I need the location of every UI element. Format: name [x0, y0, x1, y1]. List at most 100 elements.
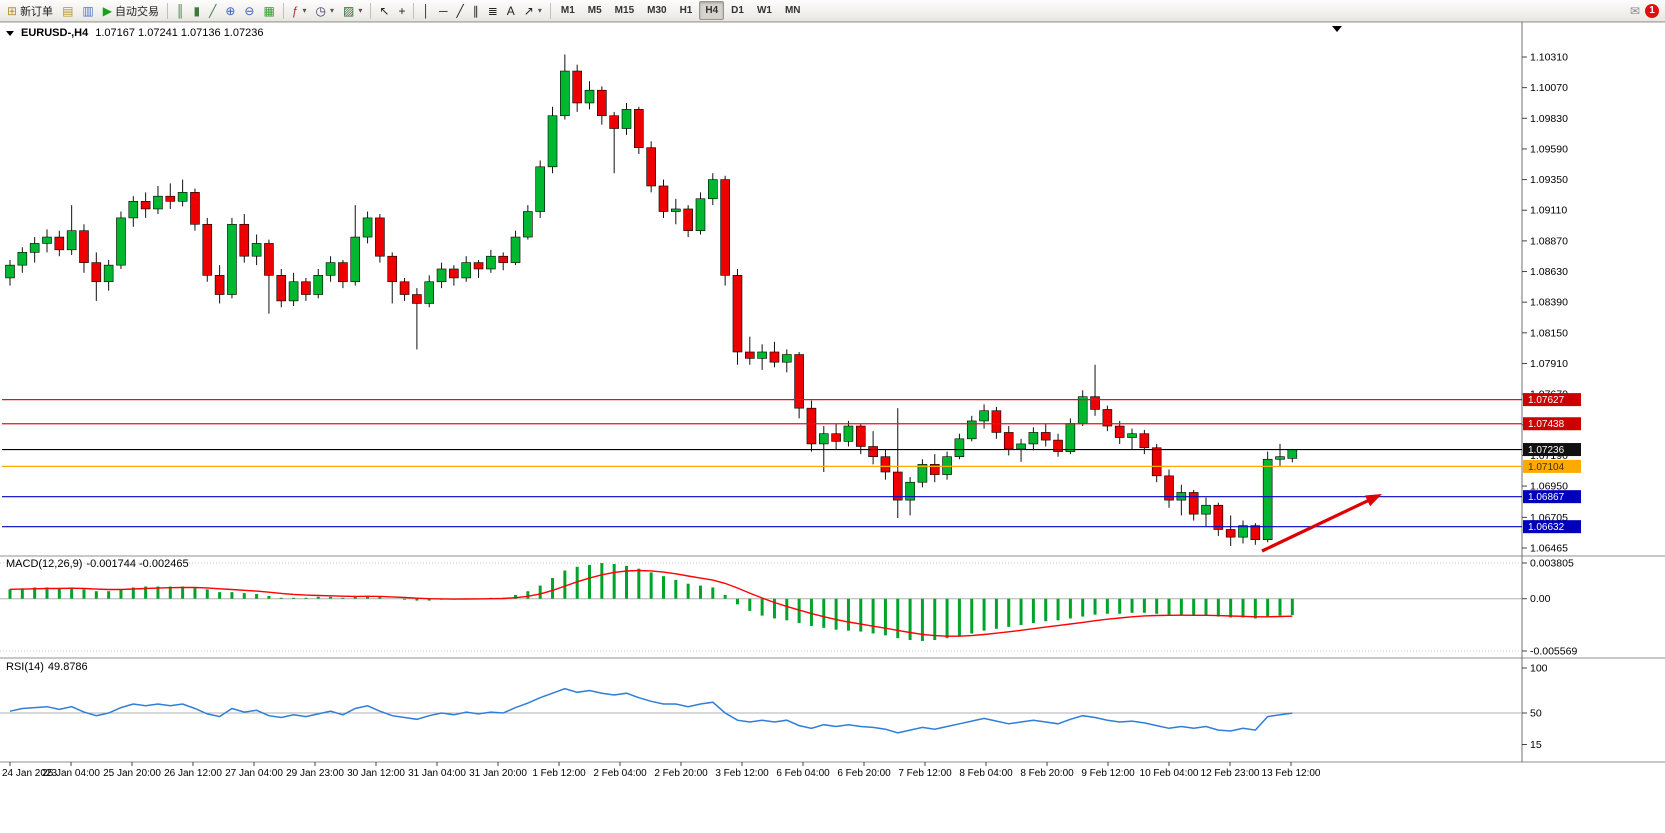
price-tag-label: 1.06632: [1528, 522, 1565, 533]
candle-body: [1201, 504, 1211, 515]
crosshair-button[interactable]: +: [394, 1, 409, 20]
timeframe-m5-button[interactable]: M5: [582, 1, 608, 20]
line-chart-icon: ╱: [209, 3, 217, 18]
candlestick-chart-button[interactable]: ▮: [190, 1, 205, 20]
candle-body: [683, 208, 693, 231]
cursor-button[interactable]: ↖: [375, 1, 393, 20]
equidistant-channel-button[interactable]: ∥: [469, 1, 483, 20]
chevron-down-icon[interactable]: ▾: [537, 6, 542, 15]
candle-body: [91, 262, 102, 283]
candle-body: [1275, 456, 1285, 460]
symbol-menu-icon[interactable]: [6, 30, 14, 36]
candle-body: [917, 464, 928, 483]
candle-body: [449, 268, 459, 279]
arrow-tools-button[interactable]: ↗ ▾: [520, 1, 546, 20]
periods-button[interactable]: ◷ ▾: [312, 1, 339, 20]
timeframe-h4-button[interactable]: H4: [699, 1, 725, 20]
timeframe-h1-button[interactable]: H1: [674, 1, 699, 20]
price-tag: [1523, 459, 1581, 473]
horizontal-line-button[interactable]: ─: [435, 1, 452, 20]
candle-body: [239, 223, 250, 257]
chevron-down-icon[interactable]: ▾: [330, 6, 335, 15]
indicators-button[interactable]: ƒ ▾: [288, 1, 311, 20]
templates-icon: ▨: [343, 3, 355, 18]
macd-label: MACD(12,26,9) -0.001744 -0.002465: [6, 558, 193, 570]
toolbar-separator: [370, 2, 372, 19]
candle-body: [301, 281, 311, 295]
toolbar-right: ✉ 1: [1629, 3, 1662, 18]
price-tag: [1523, 490, 1581, 504]
zoom-out-icon: ⊖: [244, 3, 255, 18]
time-label: 8 Feb 04:00: [959, 768, 1013, 779]
profiles-button[interactable]: ▥: [78, 1, 97, 20]
notifications-icon[interactable]: ✉: [1629, 3, 1640, 18]
timeframe-w1-button[interactable]: W1: [751, 1, 778, 20]
fibonacci-button[interactable]: ≣: [484, 1, 502, 20]
trend-arrow-head: [1364, 494, 1382, 507]
price-tag-label: 1.07104: [1528, 462, 1565, 473]
candle-body: [362, 217, 373, 238]
rsi-value: 49.8786: [47, 661, 88, 673]
candle-body: [1114, 425, 1125, 438]
candle-body: [621, 109, 632, 129]
price-tick-label: 1.08870: [1530, 235, 1568, 247]
candle-body: [461, 262, 472, 279]
timeframe-mn-button[interactable]: MN: [779, 1, 807, 20]
notification-badge[interactable]: 1: [1645, 3, 1659, 18]
candle-body: [572, 70, 582, 104]
autotrading-button[interactable]: ▶ 自动交易: [99, 1, 163, 20]
candle-body: [276, 275, 287, 302]
candle-body: [1016, 443, 1026, 450]
zoom-out-button[interactable]: ⊖: [240, 1, 258, 20]
candle-body: [843, 425, 854, 442]
chart-shift-marker[interactable]: [1332, 26, 1342, 32]
bar-chart-button[interactable]: ║: [172, 1, 189, 20]
candle-body: [1090, 396, 1100, 410]
timeframe-m15-button[interactable]: M15: [609, 1, 640, 20]
new-chart-button[interactable]: ▤: [58, 1, 77, 20]
text-icon: A: [506, 3, 515, 18]
trend-arrow-annotation[interactable]: [1261, 496, 1374, 553]
candle-body: [1188, 492, 1199, 515]
timeframe-d1-button[interactable]: D1: [725, 1, 750, 20]
candle-body: [486, 255, 496, 270]
candle-body: [769, 351, 780, 363]
autotrading-button-label: 自动交易: [114, 5, 159, 18]
candle-body: [991, 410, 1002, 433]
chevron-down-icon[interactable]: ▾: [358, 6, 363, 15]
vertical-line-icon: │: [422, 3, 430, 18]
time-label: 26 Jan 12:00: [164, 768, 222, 779]
tile-windows-button[interactable]: ▦: [259, 1, 278, 20]
candle-body: [892, 471, 903, 501]
candle-body: [103, 264, 114, 283]
periods-icon: ◷: [315, 3, 326, 18]
candle-body: [251, 243, 262, 257]
templates-button[interactable]: ▨ ▾: [339, 1, 366, 20]
rsi-tick-label: 50: [1530, 708, 1542, 720]
time-label: 24 Jan 2023: [2, 768, 57, 779]
zoom-in-button[interactable]: ⊕: [221, 1, 239, 20]
candle-body: [720, 179, 730, 276]
candle-body: [818, 433, 829, 445]
rsi-line: [9, 687, 1293, 734]
new-order-button[interactable]: ⊞ 新订单: [3, 1, 57, 20]
tile-windows-icon: ▦: [263, 3, 275, 18]
candle-body: [473, 262, 484, 270]
candle-body: [1213, 504, 1224, 530]
candle-body: [560, 70, 570, 117]
chevron-down-icon[interactable]: ▾: [302, 6, 307, 15]
timeframe-m1-button[interactable]: M1: [555, 1, 581, 20]
text-button[interactable]: A: [503, 1, 519, 20]
trendline-button[interactable]: ╱: [452, 1, 467, 20]
horizontal-line-icon: ─: [438, 3, 448, 18]
candle-body: [498, 255, 509, 263]
price-tick-label: 1.10310: [1530, 52, 1568, 64]
candle-body: [794, 354, 804, 409]
line-chart-button[interactable]: ╱: [205, 1, 220, 20]
candle-body: [732, 275, 743, 353]
vertical-line-button[interactable]: │: [418, 1, 434, 20]
rsi-name: RSI(14): [6, 661, 44, 673]
timeframe-m30-button[interactable]: M30: [641, 1, 672, 20]
candle-body: [535, 166, 545, 212]
